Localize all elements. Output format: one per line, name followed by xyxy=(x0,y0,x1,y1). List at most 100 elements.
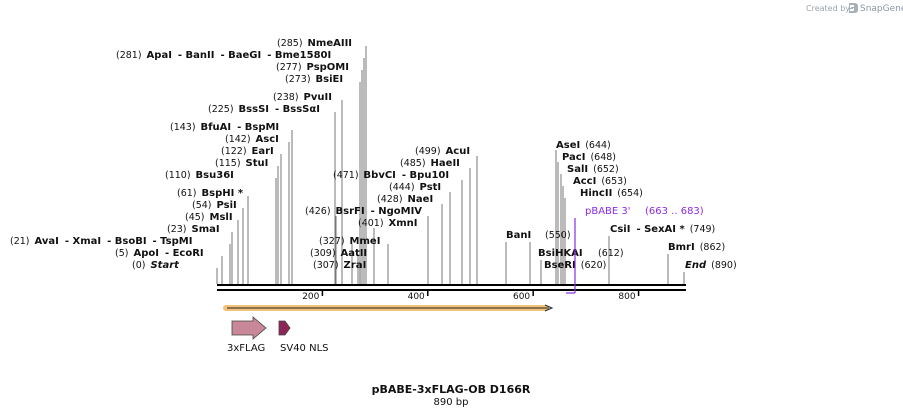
primer-range: (663 .. 683) xyxy=(645,206,704,217)
site-label-s32[interactable]: BseRI (620) xyxy=(544,260,606,271)
site-label-s35[interactable]: SalI (652) xyxy=(567,164,619,175)
enzyme-name: CsiI xyxy=(610,224,630,235)
site-label-s20[interactable]: (309) AatII xyxy=(310,248,367,259)
site-label-s18[interactable]: (285) NmeAIII xyxy=(277,38,352,49)
enzyme-name: AccI xyxy=(573,176,596,187)
site-label-s33[interactable]: AseI (644) xyxy=(556,140,611,151)
site-position: (5) xyxy=(115,248,128,259)
primer-pbabe3[interactable]: pBABE 3' (663 .. 683) xyxy=(566,206,704,294)
site-position: (550) xyxy=(545,230,571,241)
site-position: (285) xyxy=(277,38,303,49)
site-label-s14[interactable]: (238) PvuII xyxy=(273,92,332,103)
site-label-s27[interactable]: (485) HaeII xyxy=(400,158,460,169)
enzyme-name: - BaeGI xyxy=(220,50,261,61)
feature-3xflag-label: 3xFLAG xyxy=(227,343,265,354)
site-label-s36[interactable]: AccI (653) xyxy=(573,176,627,187)
site-position: (401) xyxy=(358,218,384,229)
site-label-s41[interactable]: End (890) xyxy=(685,260,737,271)
enzyme-name: - NgoMIV xyxy=(371,206,423,217)
site-label-s16[interactable]: (277) PspOMI xyxy=(276,62,349,73)
site-labels: (21) AvaI - XmaI - BsoBI - TspMI (5) ApoI - Eco… xyxy=(10,38,737,271)
enzyme-name: AatII xyxy=(341,248,368,259)
site-label-s22[interactable]: (401) XmnI xyxy=(358,218,418,229)
dna-backbone xyxy=(217,284,686,291)
enzyme-name: - XmaI xyxy=(65,236,101,247)
feature-3xflag[interactable]: 3xFLAG xyxy=(227,316,267,354)
credit-brand: SnapGene xyxy=(860,4,903,14)
feature-sv40-nls-label: SV40 NLS xyxy=(280,343,329,354)
site-position: (281) xyxy=(116,50,142,61)
site-label-s31[interactable]: BsiHKAI xyxy=(538,248,583,259)
site-label-s26[interactable]: (471) BbvCI - Bpu10I xyxy=(333,170,449,181)
site-label-s3[interactable]: (0) Start xyxy=(132,260,180,271)
enzyme-name: ZraI xyxy=(344,260,367,271)
site-label-s21[interactable]: (327) MmeI xyxy=(319,236,380,247)
map-length: 890 bp xyxy=(434,397,469,408)
site-label-s6[interactable]: (54) PsiI xyxy=(192,200,237,211)
orf-arrow[interactable] xyxy=(223,304,554,312)
enzyme-name: - BsoBI xyxy=(107,236,146,247)
site-label-s5[interactable]: (45) MslI xyxy=(185,212,233,223)
ruler-ticks: 200 400 600 800 xyxy=(302,290,640,302)
site-position: (142) xyxy=(225,134,251,145)
enzyme-name: SalI xyxy=(567,164,588,175)
site-position: (110) xyxy=(165,170,191,181)
enzyme-name: - Bpu10I xyxy=(402,170,449,181)
enzyme-name: - BspMI xyxy=(237,122,279,133)
site-label-s7[interactable]: (61) BspHI * xyxy=(177,188,244,199)
site-label-s13[interactable]: (225) BssSI - BssSαI xyxy=(208,104,320,115)
site-label-s23[interactable]: (426) BsrFI - NgoMIV xyxy=(305,206,422,217)
site-label-s34[interactable]: PacI (648) xyxy=(562,152,616,163)
enzyme-name: - Bme1580I xyxy=(267,50,331,61)
enzyme-name: BfuAI xyxy=(201,122,232,133)
site-label-s10[interactable]: (122) EarI xyxy=(221,146,274,157)
site-label-s19[interactable]: (307) ZraI xyxy=(313,260,366,271)
enzyme-name: AcuI xyxy=(446,146,471,157)
site-position: (21) xyxy=(10,236,30,247)
site-label-s24[interactable]: (428) NaeI xyxy=(377,194,433,205)
site-label-s11[interactable]: (142) AscI xyxy=(225,134,279,145)
site-lines xyxy=(216,46,685,284)
ruler-tick-label: 400 xyxy=(408,292,425,302)
site-label-s8[interactable]: (110) Bsu36I xyxy=(165,170,234,181)
site-label-s25[interactable]: (444) PstI xyxy=(389,182,441,193)
site-label-s2[interactable]: (5) ApoI - EcoRI xyxy=(115,248,204,259)
site-label-s39[interactable]: (612) xyxy=(598,248,624,259)
site-label-s12[interactable]: (143) BfuAI - BspMI xyxy=(170,122,279,133)
site-label-s28[interactable]: (499) AcuI xyxy=(415,146,470,157)
enzyme-name: AseI xyxy=(556,140,580,151)
enzyme-name: BsrFI xyxy=(336,206,365,217)
enzyme-name: EarI xyxy=(252,146,274,157)
site-label-s29[interactable]: BanI xyxy=(506,230,531,241)
site-label-s30[interactable]: (550) xyxy=(545,230,571,241)
enzyme-name: ApoI xyxy=(133,248,159,259)
site-position: (620) xyxy=(581,260,607,271)
ruler-tick-label: 200 xyxy=(302,292,319,302)
enzyme-name: BspHI * xyxy=(202,188,244,199)
feature-sv40-nls[interactable]: SV40 NLS xyxy=(278,320,329,354)
site-label-s4[interactable]: (23) SmaI xyxy=(167,224,220,235)
site-position: (238) xyxy=(273,92,299,103)
enzyme-name: StuI xyxy=(246,158,269,169)
site-position: (485) xyxy=(400,158,426,169)
site-label-s9[interactable]: (115) StuI xyxy=(215,158,268,169)
primer-name: pBABE 3' xyxy=(585,206,631,217)
site-label-s37[interactable]: HincII (654) xyxy=(580,188,643,199)
site-label-s15[interactable]: (273) BsiEI xyxy=(285,74,343,85)
site-label-s40[interactable]: BmrI (862) xyxy=(668,242,725,253)
site-label-s1[interactable]: (21) AvaI - XmaI - BsoBI - TspMI xyxy=(10,236,192,247)
site-label-s17[interactable]: (281) ApaI - BanII - BaeGI - Bme1580I xyxy=(116,50,331,61)
enzyme-name: ApaI xyxy=(147,50,172,61)
enzyme-name: SmaI xyxy=(192,224,220,235)
site-position: (45) xyxy=(185,212,205,223)
snapgene-logo-icon xyxy=(849,3,858,13)
site-position: (652) xyxy=(593,164,619,175)
credit-prefix: Created by xyxy=(806,4,850,13)
enzyme-name: PstI xyxy=(420,182,442,193)
enzyme-name: End xyxy=(685,260,707,271)
enzyme-name: - BanII xyxy=(178,50,215,61)
enzyme-name: - SexAI * xyxy=(636,224,685,235)
site-position: (653) xyxy=(601,176,627,187)
site-label-s38[interactable]: CsiI - SexAI * (749) xyxy=(610,224,715,235)
enzyme-name: PvuII xyxy=(304,92,332,103)
